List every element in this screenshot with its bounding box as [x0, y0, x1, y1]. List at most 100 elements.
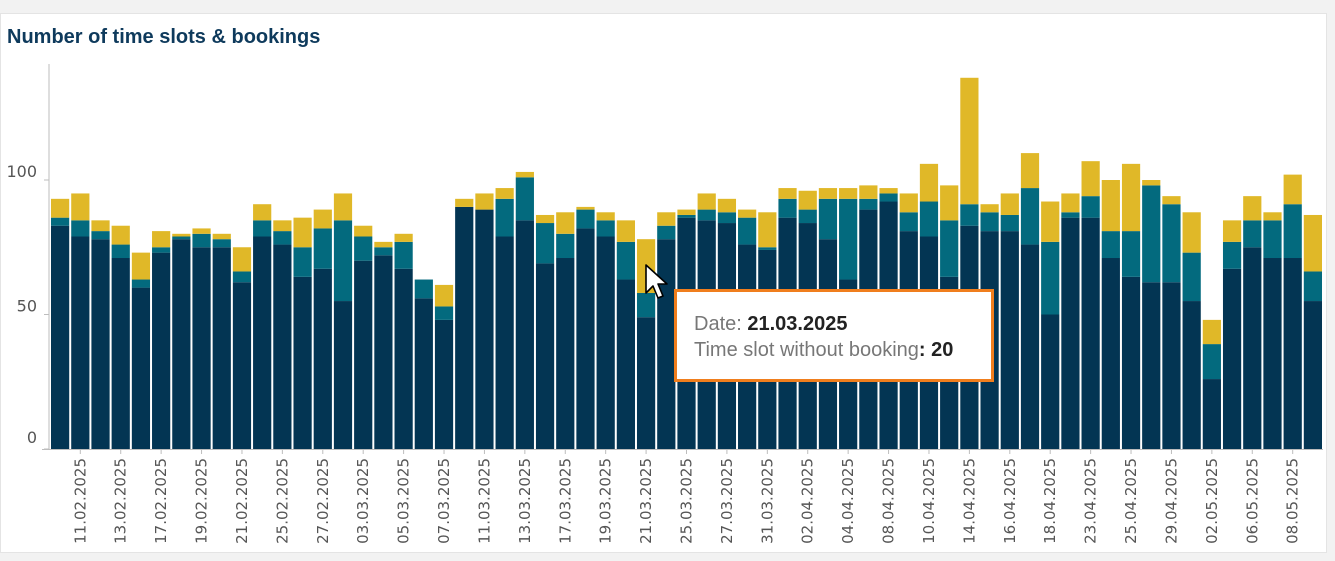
bar-segment-24.02.2025-s2[interactable] [253, 204, 272, 221]
bar-segment-30.04.2025-s0[interactable] [1182, 301, 1201, 449]
bar-segment-08.05.2025-s0[interactable] [1283, 258, 1302, 449]
bar-segment-08.04.2025-s2[interactable] [879, 188, 898, 194]
bar-segment-19.02.2025-s0[interactable] [192, 247, 211, 449]
bar-segment-02.05.2025-s1[interactable] [1202, 344, 1221, 380]
bar-segment-24.04.2025-s2[interactable] [1101, 180, 1120, 232]
bar-segment-11.04.2025-s2[interactable] [940, 185, 959, 221]
bar-segment-19.02.2025-s1[interactable] [192, 233, 211, 248]
bar-segment-31.03.2025-s1[interactable] [758, 247, 777, 250]
bar-segment-04.03.2025-s1[interactable] [374, 247, 393, 256]
bar-segment-09.05.2025-s2[interactable] [1303, 214, 1322, 272]
bar-segment-13.03.2025-s1[interactable] [515, 177, 534, 221]
bar-segment-06.03.2025-s0[interactable] [414, 298, 433, 449]
bar-segment-23.04.2025-s0[interactable] [1081, 217, 1100, 449]
bar-segment-14.04.2025-s1[interactable] [960, 204, 979, 226]
bar-segment-11.04.2025-s1[interactable] [940, 220, 959, 277]
bar-segment-12.03.2025-s2[interactable] [495, 188, 514, 199]
bar-segment-07.03.2025-s1[interactable] [434, 306, 454, 320]
bar-segment-25.02.2025-s2[interactable] [273, 220, 292, 232]
bar-segment-27.02.2025-s0[interactable] [313, 268, 332, 449]
bar-segment-25.04.2025-s1[interactable] [1121, 231, 1141, 277]
bar-segment-06.05.2025-s1[interactable] [1243, 220, 1262, 248]
bar-segment-05.03.2025-s2[interactable] [394, 233, 413, 242]
bar-segment-11.02.2025-s1[interactable] [71, 220, 90, 237]
bar-segment-03.04.2025-s1[interactable] [818, 198, 838, 240]
bar-segment-28.02.2025-s2[interactable] [333, 193, 353, 221]
bar-segment-13.02.2025-s1[interactable] [111, 244, 130, 259]
bar-segment-14.02.2025-s0[interactable] [131, 287, 151, 449]
bar-segment-18.03.2025-s1[interactable] [576, 209, 595, 229]
bar-segment-18.02.2025-s2[interactable] [172, 233, 191, 237]
bar-segment-26.02.2025-s2[interactable] [293, 217, 312, 248]
bar-segment-28.03.2025-s1[interactable] [738, 217, 757, 245]
bar-segment-20.03.2025-s1[interactable] [616, 241, 635, 280]
bar-segment-17.04.2025-s0[interactable] [1020, 244, 1040, 449]
bar-segment-13.02.2025-s0[interactable] [111, 258, 130, 449]
bar-segment-04.03.2025-s2[interactable] [374, 241, 393, 248]
bar-segment-08.05.2025-s2[interactable] [1283, 174, 1302, 205]
bar-segment-26.03.2025-s2[interactable] [697, 193, 716, 210]
bar-segment-17.04.2025-s1[interactable] [1020, 188, 1040, 245]
bar-segment-25.04.2025-s2[interactable] [1121, 163, 1141, 232]
bar-segment-14.03.2025-s1[interactable] [535, 223, 555, 264]
bar-segment-02.05.2025-s0[interactable] [1202, 379, 1221, 449]
bar-segment-25.02.2025-s1[interactable] [273, 231, 292, 245]
bar-segment-17.04.2025-s2[interactable] [1020, 153, 1040, 189]
bar-segment-17.03.2025-s1[interactable] [556, 233, 575, 259]
bar-segment-23.04.2025-s2[interactable] [1081, 161, 1100, 197]
bar-segment-06.03.2025-s1[interactable] [414, 279, 433, 299]
bar-segment-10.03.2025-s2[interactable] [455, 198, 474, 207]
bar-segment-03.04.2025-s2[interactable] [818, 188, 838, 199]
bar-segment-28.03.2025-s2[interactable] [738, 209, 757, 218]
bar-segment-17.03.2025-s2[interactable] [556, 212, 575, 234]
bar-segment-17.02.2025-s0[interactable] [152, 252, 171, 449]
bar-segment-22.04.2025-s0[interactable] [1061, 217, 1080, 449]
bar-segment-07.05.2025-s2[interactable] [1263, 212, 1282, 221]
bar-segment-27.03.2025-s2[interactable] [717, 198, 737, 213]
bar-segment-10.03.2025-s0[interactable] [455, 206, 474, 449]
bar-segment-05.05.2025-s1[interactable] [1222, 241, 1242, 269]
bar-segment-17.03.2025-s0[interactable] [556, 258, 575, 449]
bar-segment-28.04.2025-s1[interactable] [1142, 185, 1161, 283]
bar-segment-31.03.2025-s2[interactable] [758, 212, 777, 248]
bar-segment-21.02.2025-s2[interactable] [232, 247, 252, 272]
bar-segment-16.04.2025-s1[interactable] [1000, 214, 1019, 232]
bar-segment-14.03.2025-s2[interactable] [535, 214, 555, 224]
bar-segment-07.05.2025-s0[interactable] [1263, 258, 1282, 449]
bar-segment-18.04.2025-s2[interactable] [1041, 201, 1060, 242]
bar-segment-16.04.2025-s0[interactable] [1000, 231, 1019, 449]
bar-segment-06.05.2025-s2[interactable] [1243, 196, 1262, 221]
bar-segment-29.04.2025-s2[interactable] [1162, 196, 1181, 205]
bar-segment-25.03.2025-s2[interactable] [677, 209, 696, 215]
bar-segment-29.04.2025-s1[interactable] [1162, 204, 1181, 283]
bar-segment-10.04.2025-s2[interactable] [919, 163, 939, 202]
bar-segment-18.03.2025-s2[interactable] [576, 206, 595, 210]
bar-segment-14.02.2025-s1[interactable] [131, 279, 151, 288]
bar-segment-23.04.2025-s1[interactable] [1081, 196, 1100, 218]
bar-segment-24.02.2025-s0[interactable] [253, 236, 272, 449]
bar-segment-07.03.2025-s0[interactable] [434, 319, 454, 449]
bar-segment-22.04.2025-s1[interactable] [1061, 212, 1080, 218]
bar-segment-04.03.2025-s0[interactable] [374, 255, 393, 449]
bar-segment-26.03.2025-s1[interactable] [697, 209, 716, 221]
bar-segment-07.03.2025-s2[interactable] [434, 284, 454, 307]
bar-segment-05.05.2025-s2[interactable] [1222, 220, 1242, 242]
bar-segment-21.02.2025-s0[interactable] [232, 282, 252, 449]
bar-segment-05.03.2025-s0[interactable] [394, 268, 413, 449]
bar-segment-14.02.2025-s2[interactable] [131, 252, 151, 280]
bar-segment-24.04.2025-s0[interactable] [1101, 258, 1120, 449]
bar-segment-19.02.2025-s2[interactable] [192, 228, 211, 234]
bar-segment-26.02.2025-s0[interactable] [293, 276, 312, 449]
bar-segment-20.02.2025-s2[interactable] [212, 233, 231, 240]
bar-segment-09.05.2025-s0[interactable] [1303, 301, 1322, 449]
bar-segment-20.02.2025-s0[interactable] [212, 247, 231, 449]
bar-segment-24.04.2025-s1[interactable] [1101, 231, 1120, 259]
bar-segment-25.04.2025-s0[interactable] [1121, 276, 1141, 449]
bar-segment-28.04.2025-s2[interactable] [1142, 180, 1161, 186]
bar-segment-10.02.2025-s0[interactable] [51, 225, 70, 449]
bar-segment-27.02.2025-s2[interactable] [313, 209, 332, 229]
bar-segment-12.03.2025-s1[interactable] [495, 198, 514, 237]
bar-segment-10.02.2025-s2[interactable] [51, 198, 70, 218]
bar-segment-21.03.2025-s0[interactable] [636, 317, 656, 449]
bar-segment-09.04.2025-s1[interactable] [899, 212, 918, 232]
